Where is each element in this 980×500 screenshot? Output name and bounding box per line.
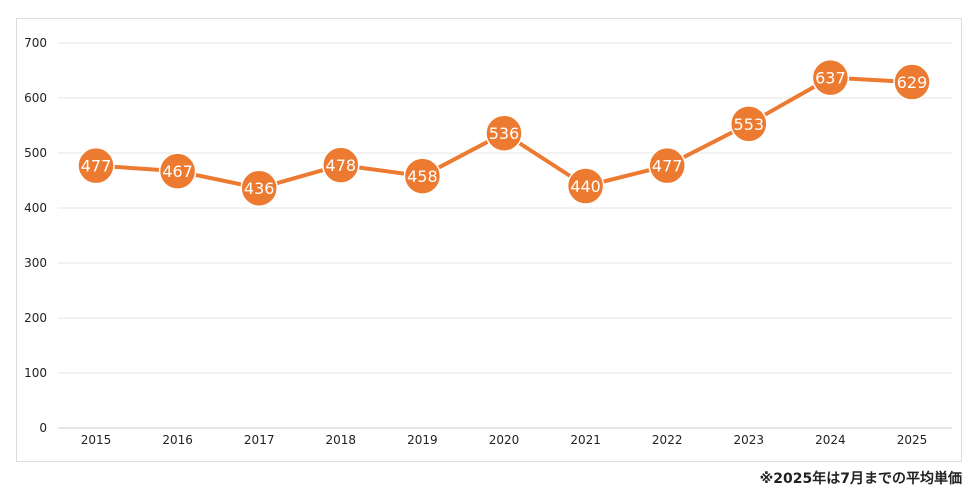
data-point bbox=[403, 157, 442, 195]
y-tick-label: 100 bbox=[24, 366, 47, 380]
data-point bbox=[322, 146, 360, 184]
data-label: 436 bbox=[244, 179, 275, 198]
data-label: 477 bbox=[81, 157, 112, 176]
x-tick-label: 2025 bbox=[897, 433, 928, 447]
y-tick-label: 0 bbox=[39, 421, 47, 435]
x-tick-label: 2022 bbox=[652, 433, 683, 447]
x-tick-label: 2019 bbox=[407, 433, 438, 447]
data-label: 467 bbox=[162, 162, 193, 181]
x-tick-label: 2018 bbox=[326, 433, 357, 447]
y-tick-label: 700 bbox=[24, 36, 47, 50]
data-label: 536 bbox=[489, 124, 520, 143]
data-label: 637 bbox=[815, 69, 846, 88]
x-tick-label: 2023 bbox=[734, 433, 765, 447]
x-tick-label: 2015 bbox=[81, 433, 112, 447]
data-label: 553 bbox=[734, 115, 765, 134]
x-tick-label: 2017 bbox=[244, 433, 275, 447]
data-label: 440 bbox=[570, 177, 601, 196]
data-point bbox=[158, 152, 197, 190]
y-tick-labels: 0 100 200 300 400 500 600 700 bbox=[24, 36, 47, 435]
data-point bbox=[485, 114, 523, 152]
data-label: 629 bbox=[897, 73, 928, 92]
data-point bbox=[77, 146, 115, 185]
grid-lines bbox=[58, 42, 952, 429]
data-point bbox=[730, 105, 768, 143]
data-label: 458 bbox=[407, 167, 438, 186]
x-tick-labels: 2015 2016 2017 2018 2019 2020 2021 2022 2023 2024… bbox=[81, 433, 928, 447]
data-point bbox=[240, 169, 278, 207]
y-tick-label: 200 bbox=[24, 311, 47, 325]
x-tick-label: 2020 bbox=[489, 433, 520, 447]
data-label: 477 bbox=[652, 157, 683, 176]
data-points: 477 467 436 478 458 536 440 477 553 637 629 bbox=[77, 58, 931, 207]
data-label: 478 bbox=[326, 156, 357, 175]
y-tick-label: 300 bbox=[24, 256, 47, 270]
x-tick-label: 2016 bbox=[162, 433, 193, 447]
x-tick-label: 2021 bbox=[570, 433, 601, 447]
y-tick-label: 600 bbox=[24, 91, 47, 105]
y-tick-label: 400 bbox=[24, 201, 47, 215]
data-point bbox=[811, 58, 850, 97]
data-point bbox=[648, 146, 686, 185]
data-point bbox=[566, 167, 605, 205]
footnote: ※2025年は7月までの平均単価 bbox=[759, 471, 962, 487]
data-point bbox=[893, 63, 931, 101]
y-tick-label: 500 bbox=[24, 146, 47, 160]
x-tick-label: 2024 bbox=[815, 433, 846, 447]
